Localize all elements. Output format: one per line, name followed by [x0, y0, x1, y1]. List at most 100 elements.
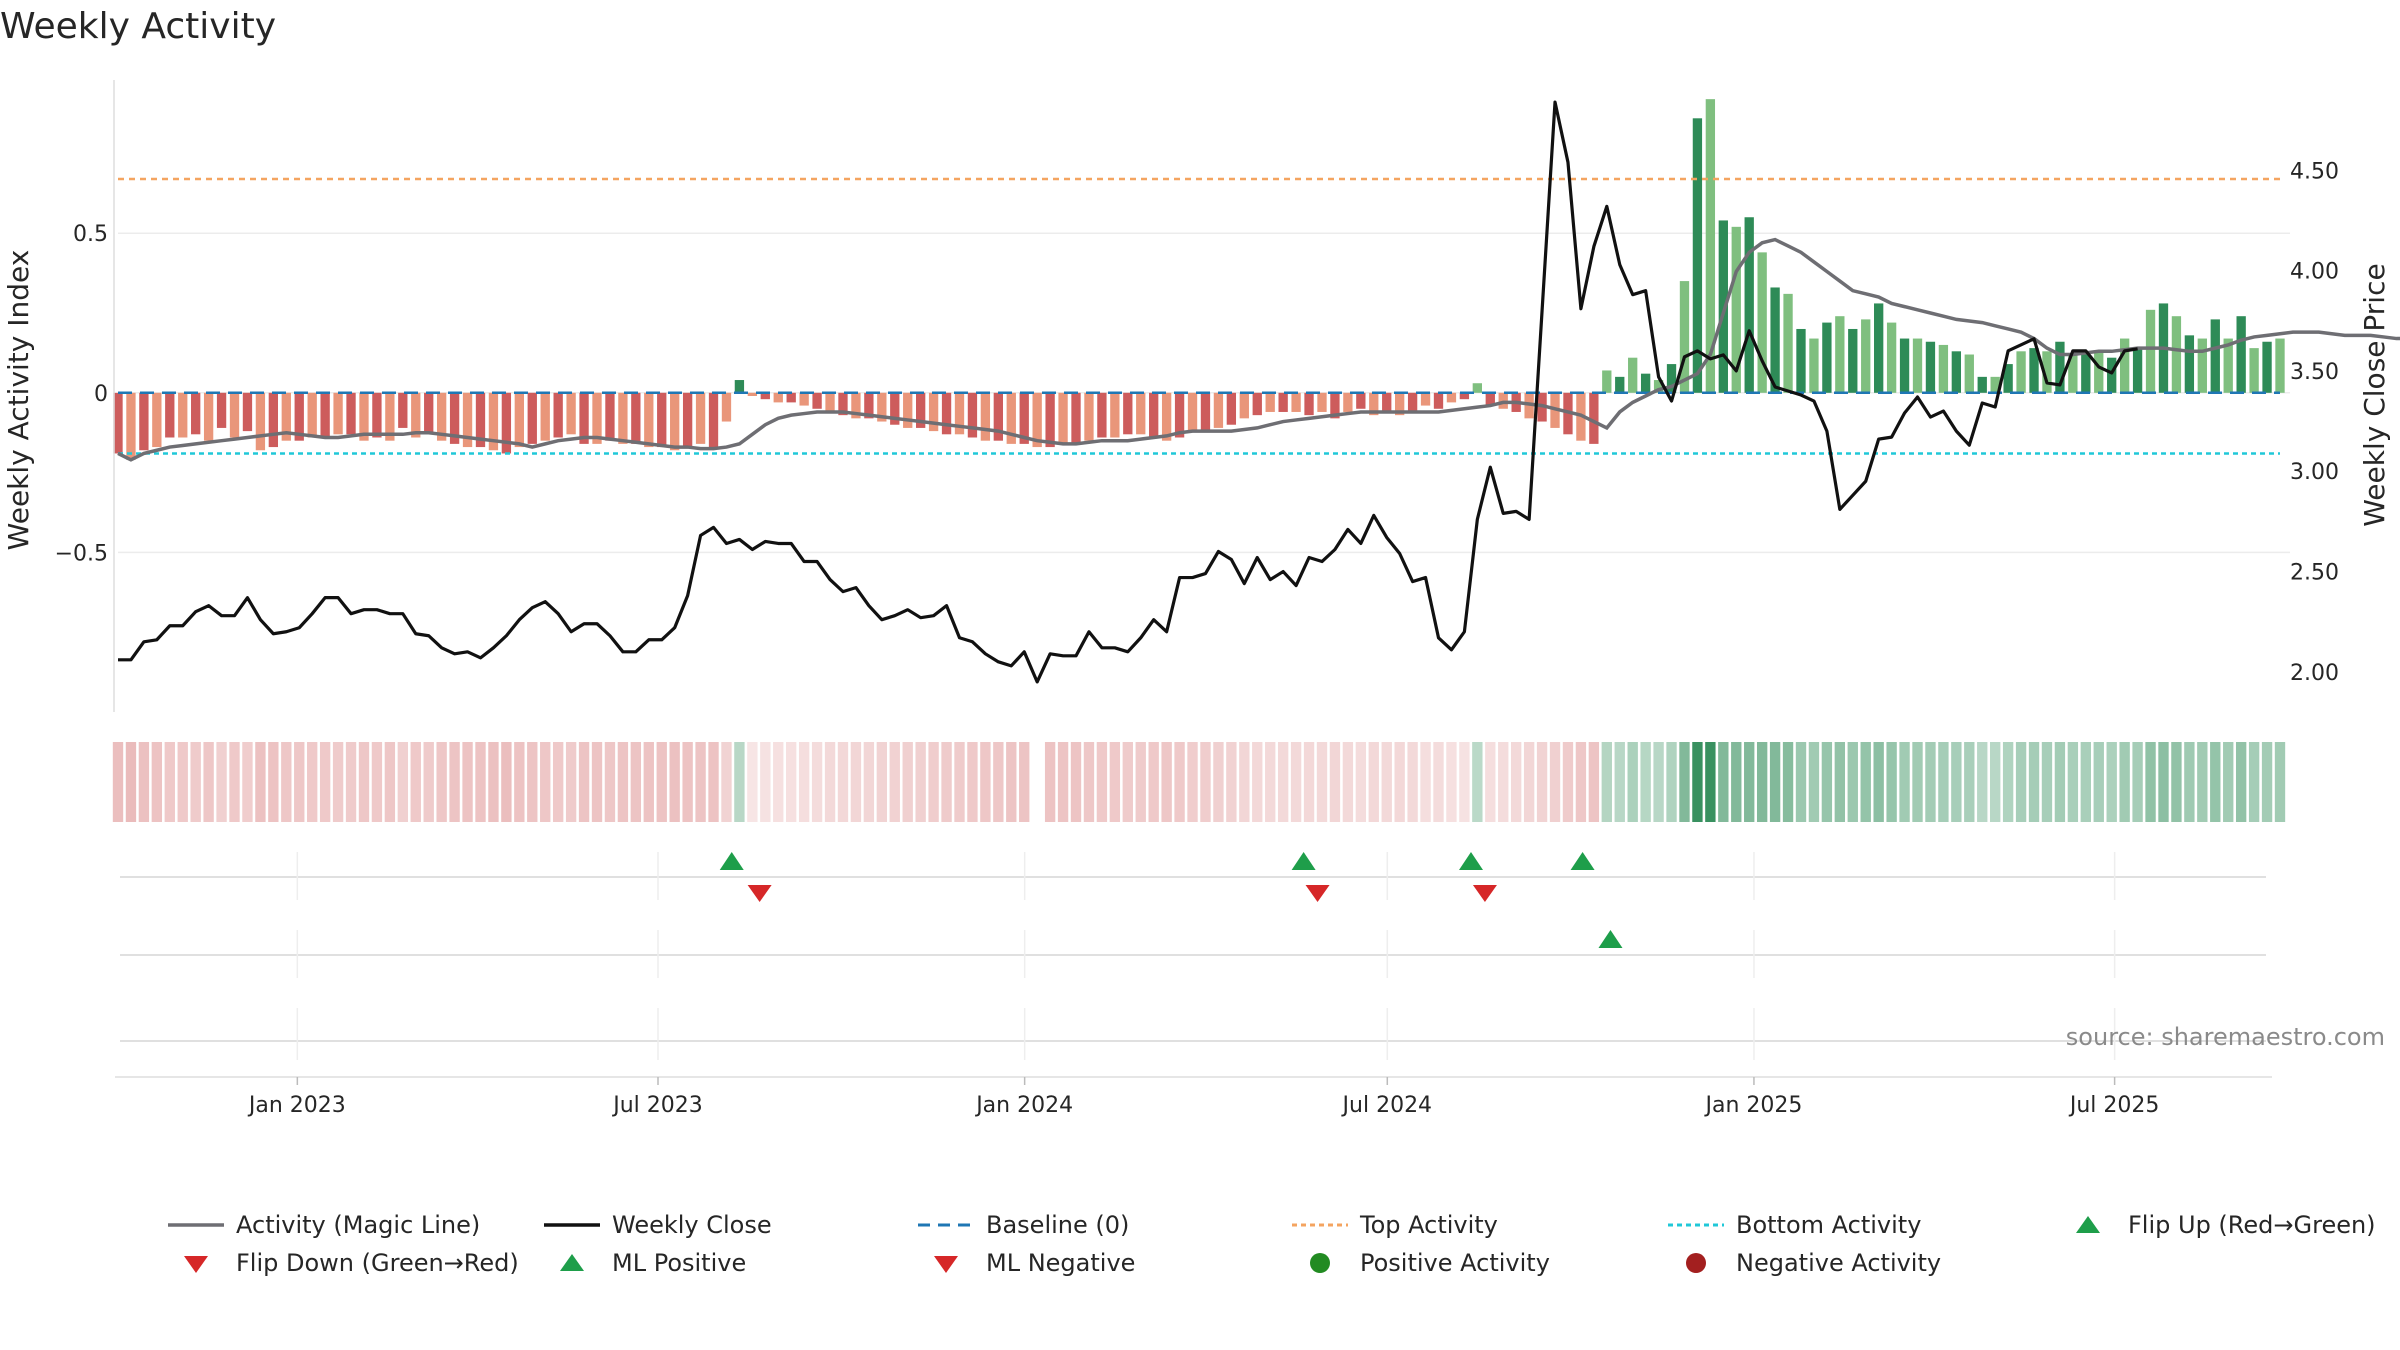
- activity-bar-positive: [1899, 338, 1910, 393]
- heat-cell: [578, 742, 590, 822]
- heat-cell: [1705, 742, 1716, 822]
- heat-cell: [1938, 742, 1949, 822]
- heat-cell: [1057, 742, 1069, 822]
- activity-bar-negative: [281, 392, 291, 441]
- activity-bar-negative: [501, 392, 512, 454]
- heat-cell: [1161, 742, 1172, 822]
- activity-bar-positive: [1861, 319, 1871, 393]
- heat-cell: [319, 742, 331, 822]
- legend-triangle-up-swatch: [2076, 1216, 2100, 1233]
- heat-cell: [2197, 742, 2208, 822]
- heat-cell: [837, 742, 849, 822]
- activity-bar-negative: [1032, 392, 1042, 448]
- legend-magic-line: Activity (Magic Line): [236, 1211, 480, 1239]
- activity-bar-negative: [333, 392, 343, 435]
- y-right-tick-label: 4.00: [2290, 260, 2339, 285]
- activity-bar-negative: [786, 392, 796, 403]
- activity-bar-positive: [2249, 348, 2259, 393]
- heat-cell: [1174, 742, 1185, 822]
- heat-cell: [1290, 742, 1302, 822]
- heat-cell: [1731, 742, 1742, 822]
- activity-bar-positive: [1822, 322, 1832, 393]
- activity-bar-positive: [1925, 341, 1936, 393]
- activity-bar-negative: [566, 392, 576, 435]
- heat-cell: [1252, 742, 1263, 822]
- heat-cell: [591, 742, 603, 822]
- activity-bar-negative: [1330, 392, 1340, 419]
- y-right-tick-label: 4.50: [2290, 159, 2339, 184]
- heat-cell: [863, 742, 875, 822]
- activity-bar-positive: [1848, 328, 1858, 393]
- heat-cell: [2261, 742, 2273, 822]
- activity-bar-positive: [1783, 293, 1793, 393]
- activity-bar-negative: [890, 392, 900, 425]
- heat-cell: [1782, 742, 1794, 822]
- heat-cell: [436, 742, 447, 822]
- x-tick-label: Jan 2023: [247, 1093, 346, 1118]
- activity-bar-positive: [1796, 328, 1806, 393]
- heat-cell: [475, 742, 486, 822]
- legend-ml-negative: ML Negative: [986, 1249, 1135, 1277]
- activity-bar-negative: [1123, 392, 1133, 435]
- legend-triangle-down-swatch: [934, 1256, 958, 1273]
- heat-cell: [2080, 742, 2091, 822]
- activity-bar-positive: [1874, 303, 1884, 393]
- activity-bar-negative: [1187, 392, 1198, 432]
- heat-cell: [552, 742, 564, 822]
- activity-bar-negative: [553, 392, 563, 438]
- heat-cell: [332, 742, 344, 822]
- heat-cell: [1925, 742, 1936, 822]
- activity-bar-negative: [941, 392, 952, 435]
- heat-cell: [643, 742, 654, 822]
- activity-bar-negative: [152, 392, 162, 448]
- heat-cell: [2028, 742, 2040, 822]
- heat-cell: [1821, 742, 1833, 822]
- heat-cell: [1096, 742, 1108, 822]
- heat-cell: [397, 742, 408, 822]
- heat-cell: [2002, 742, 2014, 822]
- activity-bar-negative: [1174, 392, 1185, 438]
- heat-cell: [177, 742, 188, 822]
- flip-up-marker: [1458, 852, 1483, 870]
- activity-bar-positive: [1886, 322, 1897, 393]
- activity-bar-negative: [359, 392, 369, 441]
- source-credit: source: sharemaestro.com: [2066, 1023, 2385, 1051]
- activity-bar-negative: [1084, 392, 1094, 441]
- activity-bar-positive: [2003, 364, 2013, 393]
- heat-cell: [928, 742, 939, 822]
- activity-bar-positive: [1666, 364, 1677, 393]
- activity-bar-negative: [1291, 392, 1301, 412]
- activity-bar-negative: [514, 392, 524, 448]
- heat-cell: [203, 742, 214, 822]
- activity-bar-negative: [1161, 392, 1172, 441]
- heat-cell: [449, 742, 460, 822]
- heat-cell: [682, 742, 693, 822]
- heat-cell: [1329, 742, 1341, 822]
- activity-bar-negative: [229, 392, 240, 438]
- activity-bar-positive: [1835, 316, 1845, 393]
- weekly-close-series: [118, 100, 2138, 684]
- heat-cell: [1873, 742, 1884, 822]
- heat-cell: [941, 742, 952, 822]
- activity-bar-negative: [1343, 392, 1353, 412]
- flip-up-marker: [1291, 852, 1316, 870]
- activity-bar-negative: [864, 392, 874, 419]
- y-axis-right-label: Weekly Close Price: [2358, 263, 2391, 526]
- legend-positive-activity: Positive Activity: [1360, 1249, 1550, 1277]
- heat-cell: [307, 742, 318, 822]
- heat-cell: [384, 742, 396, 822]
- heat-cell: [2184, 742, 2195, 822]
- activity-bar-positive: [1977, 376, 1987, 393]
- activity-bar-negative: [928, 392, 939, 432]
- heat-cell: [811, 742, 823, 822]
- heat-cell: [358, 742, 370, 822]
- heat-cell: [2132, 742, 2143, 822]
- flip-up-marker: [719, 852, 744, 870]
- activity-bar-positive: [1602, 370, 1612, 393]
- heat-cell: [1951, 742, 1962, 822]
- heat-cell: [2274, 742, 2286, 822]
- activity-bar-positive: [1679, 281, 1690, 393]
- activity-bar-negative: [695, 392, 706, 444]
- heat-cell: [1316, 742, 1328, 822]
- activity-bar-negative: [139, 392, 149, 451]
